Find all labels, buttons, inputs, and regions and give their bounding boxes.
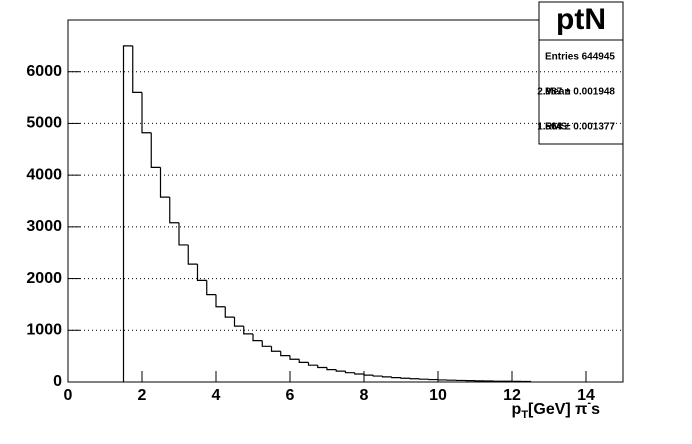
x-tick-label: 2	[138, 387, 147, 404]
histogram-bin	[391, 376, 401, 379]
y-tick-label: 6000	[26, 63, 62, 80]
histogram-bin	[233, 317, 244, 327]
stats-value: 2.987 ± 0.001948	[537, 87, 615, 98]
y-tick-label: 5000	[26, 115, 62, 132]
histogram-bin	[326, 367, 337, 371]
histogram-bin	[307, 362, 318, 366]
histogram-bin	[317, 365, 327, 369]
stats-label: Mean	[545, 87, 571, 98]
frame	[67, 19, 624, 383]
y-tick-label: 4000	[26, 166, 62, 183]
histogram-bin	[381, 376, 392, 378]
x-tick-label: 12	[503, 387, 521, 404]
histogram-bin	[298, 359, 309, 363]
x-tick-label: 6	[286, 387, 295, 404]
x-tick-label: 4	[212, 387, 221, 404]
stats-value: 644945	[582, 52, 616, 63]
histogram-bin	[243, 326, 253, 335]
histogram-bin	[280, 351, 290, 357]
y-tick-label: 3000	[26, 218, 62, 235]
histogram-bin	[122, 45, 133, 382]
x-tick-label: 14	[577, 387, 595, 404]
x-tick-label: 10	[429, 387, 447, 404]
histogram-bin	[224, 306, 235, 318]
stats-label: Entries	[545, 52, 579, 63]
histogram-bin	[289, 355, 300, 360]
histogram-bin	[270, 346, 281, 352]
histogram-bin	[335, 369, 346, 372]
histogram-bin	[178, 222, 189, 246]
histogram-bin	[252, 333, 263, 342]
histogram-bin	[400, 377, 411, 379]
y-tick-label: 0	[53, 373, 62, 390]
histogram-bin	[344, 371, 355, 374]
histogram-bin	[132, 45, 142, 93]
histogram-bin	[261, 340, 272, 347]
x-axis-label: pT[GeV] π-s	[512, 397, 601, 421]
histogram-bin	[520, 380, 532, 383]
y-tick-label: 2000	[26, 270, 62, 287]
histogram-bin	[372, 375, 383, 377]
histogram-bin	[159, 167, 170, 198]
histogram-bin	[206, 280, 216, 296]
histogram-bin	[150, 132, 161, 168]
histogram-bin	[196, 264, 207, 281]
x-tick-label: 0	[64, 387, 73, 404]
histogram-bin	[169, 197, 179, 224]
histogram-bin	[354, 372, 364, 375]
y-tick-label: 1000	[26, 322, 62, 339]
histogram-bin	[215, 294, 226, 308]
x-tick-label: 8	[360, 387, 369, 404]
stats-title: ptN	[556, 3, 606, 36]
histogram-bin	[187, 244, 198, 265]
histogram-bin	[409, 378, 420, 380]
stats-value: 1.564 ± 0.001377	[537, 122, 615, 133]
stats-box	[538, 1, 624, 145]
stats-label: RMS	[545, 122, 568, 133]
histogram-bin	[363, 373, 374, 376]
histogram-bin	[141, 92, 152, 134]
